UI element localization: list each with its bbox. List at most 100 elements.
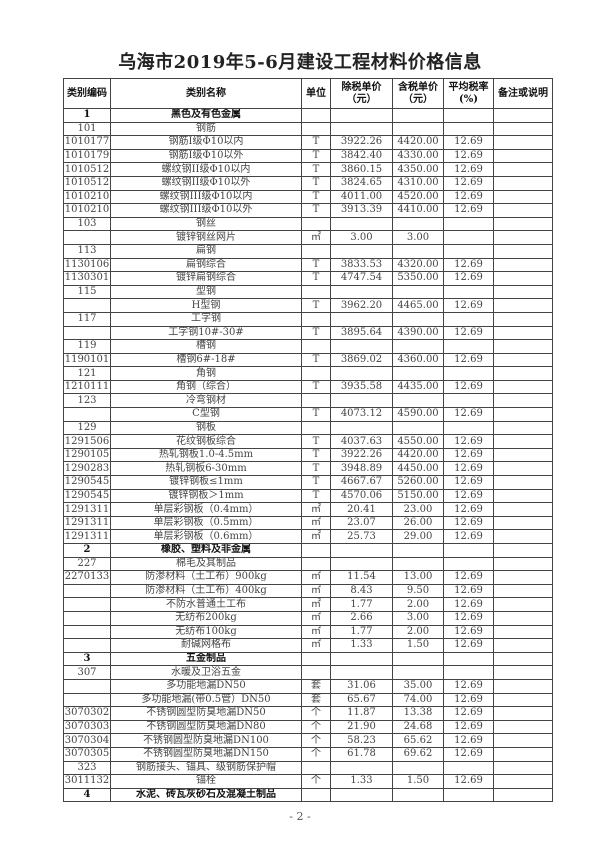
cell-taxed-price: 65.62 xyxy=(392,733,444,748)
cell-pretax-price: 23.07 xyxy=(330,515,393,531)
cell-pretax-price: 1.77 xyxy=(330,624,393,640)
cell-name: 钢筋 xyxy=(110,121,302,137)
cell-pretax-price: 1.33 xyxy=(330,774,393,789)
cell-note xyxy=(493,243,553,259)
cell-note xyxy=(493,393,553,409)
cell-unit xyxy=(301,543,331,558)
cell-tax-rate: 12.69 xyxy=(443,257,494,273)
cell-unit: ㎡ xyxy=(301,529,331,544)
cell-taxed-price: 5260.00 xyxy=(392,475,444,490)
table-row: 1010177 钢筋I级Φ10以内 T 3922.26 4420.00 12.69 xyxy=(63,135,553,150)
cell-note xyxy=(493,461,553,477)
cell-unit: T xyxy=(301,135,331,150)
cell-pretax-price: 31.06 xyxy=(330,678,393,694)
cell-code: 1290283 xyxy=(63,461,111,477)
cell-note xyxy=(493,543,553,558)
cell-name: 无纺布100kg xyxy=(110,624,302,640)
table-row: 1291311 单层彩钢板（0.4mm）㎡ 20.41 23.00 12.69 xyxy=(63,502,553,517)
col-unit-header: 单位 xyxy=(301,78,331,109)
cell-pretax-price: 3833.53 xyxy=(330,257,393,273)
table-row: 227 棉毛及其制品 xyxy=(63,556,553,572)
cell-pretax-price xyxy=(330,787,393,803)
cell-tax-rate: 12.69 xyxy=(443,352,494,368)
cell-pretax-price: 1.77 xyxy=(330,597,393,612)
cell-tax-rate: 12.69 xyxy=(443,325,494,341)
col-name-header: 类别名称 xyxy=(110,78,302,109)
cell-name: 冷弯钢材 xyxy=(110,393,302,409)
cell-tax-rate: 12.69 xyxy=(443,203,494,218)
table-row: 103 钢丝 xyxy=(63,216,553,232)
table-row: 123 冷弯钢材 xyxy=(63,393,553,409)
cell-code xyxy=(63,583,111,599)
cell-taxed-price: 24.68 xyxy=(392,719,444,735)
table-row: 129 钢板 xyxy=(63,420,553,436)
cell-name: 不锈钢圆型防臭地漏DN50 xyxy=(110,706,302,721)
cell-name: 无纺布200kg xyxy=(110,610,302,626)
cell-pretax-price: 3913.39 xyxy=(330,203,393,218)
cell-unit: T xyxy=(301,379,331,395)
table-row: 1291506 花纹钢板综合 T 4037.63 4550.00 12.69 xyxy=(63,434,553,449)
cell-taxed-price: 4450.00 xyxy=(392,461,444,477)
cell-tax-rate: 12.69 xyxy=(443,461,494,477)
table-row: 无纺布100kg ㎡ 1.77 2.00 12.69 xyxy=(63,624,553,640)
cell-note xyxy=(493,298,553,313)
cell-name: H型钢 xyxy=(110,298,302,313)
cell-note xyxy=(493,434,553,449)
cell-code: 1291311 xyxy=(63,529,111,544)
cell-unit xyxy=(301,420,331,436)
cell-name: 工字钢 xyxy=(110,311,302,327)
cell-name: 螺纹钢III级Φ10以外 xyxy=(110,203,302,218)
cell-note xyxy=(493,515,553,531)
col-rate-header: 平均税率(%) xyxy=(443,78,494,109)
cell-tax-rate xyxy=(443,420,494,436)
cell-note xyxy=(493,230,553,245)
cell-note xyxy=(493,570,553,585)
cell-code: 1290545 xyxy=(63,488,111,504)
cell-tax-rate xyxy=(443,230,494,245)
cell-unit: T xyxy=(301,434,331,449)
cell-unit: T xyxy=(301,475,331,490)
cell-taxed-price: 13.00 xyxy=(392,570,444,585)
cell-pretax-price xyxy=(330,284,393,300)
cell-unit: T xyxy=(301,175,331,191)
table-row: H型钢 T 3962.20 4465.00 12.69 xyxy=(63,298,553,313)
cell-code xyxy=(63,624,111,640)
cell-code xyxy=(63,230,111,245)
cell-unit: T xyxy=(301,271,331,286)
cell-tax-rate: 12.69 xyxy=(443,610,494,626)
cell-pretax-price: 3869.02 xyxy=(330,352,393,368)
cell-code: 123 xyxy=(63,393,111,409)
cell-tax-rate: 12.69 xyxy=(443,678,494,694)
table-row: 工字钢10#-30# T 3895.64 4390.00 12.69 xyxy=(63,325,553,341)
cell-tax-rate: 12.69 xyxy=(443,298,494,313)
cell-name: 棉毛及其制品 xyxy=(110,556,302,572)
cell-code: 1291311 xyxy=(63,502,111,517)
cell-note xyxy=(493,379,553,395)
cell-code xyxy=(63,407,111,422)
cell-unit xyxy=(301,787,331,803)
cell-pretax-price: 4011.00 xyxy=(330,189,393,205)
table-row: 1010512 螺纹钢II级Φ10以外 T 3824.65 4310.00 12.69 xyxy=(63,175,553,191)
cell-note xyxy=(493,325,553,341)
table-row: 1010179 钢筋I级Φ10以外 T 3842.40 4330.00 12.69 xyxy=(63,148,553,164)
cell-note xyxy=(493,339,553,354)
cell-code xyxy=(63,638,111,653)
cell-code: 3011132 xyxy=(63,774,111,789)
cell-note xyxy=(493,692,553,708)
cell-note xyxy=(493,529,553,544)
table-row: 1130106 扁钢综合 T 3833.53 4320.00 12.69 xyxy=(63,257,553,273)
cell-pretax-price: 3842.40 xyxy=(330,148,393,164)
cell-name: 钢筋I级Φ10以内 xyxy=(110,135,302,150)
cell-name: 锚栓 xyxy=(110,774,302,789)
cell-code xyxy=(63,692,111,708)
cell-unit: 个 xyxy=(301,706,331,721)
cell-code: 1290545 xyxy=(63,475,111,490)
cell-tax-rate xyxy=(443,760,494,776)
table-row: 3070304 不锈钢圆型防臭地漏DN100 个 58.23 65.62 12.69 xyxy=(63,733,553,748)
cell-tax-rate xyxy=(443,108,494,123)
col-pretax-header: 除税单价（元） xyxy=(330,78,393,109)
cell-pretax-price: 25.73 xyxy=(330,529,393,544)
cell-note xyxy=(493,774,553,789)
cell-name: 橡胶、塑料及非金属 xyxy=(110,543,302,558)
